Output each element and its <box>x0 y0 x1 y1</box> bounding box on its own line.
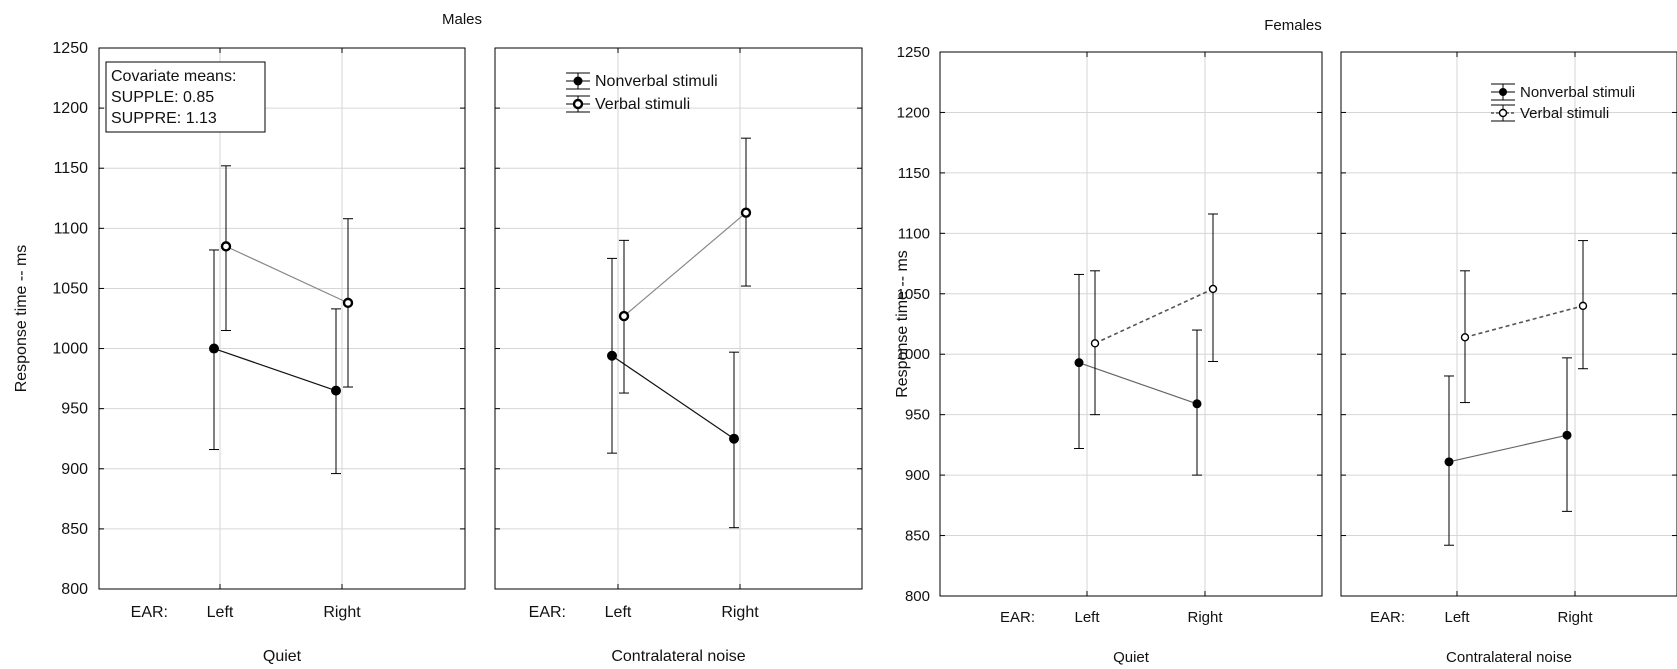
panel-2: EAR: Left Right Contralateral noise Nonverba… <box>1340 51 1677 666</box>
legend: Nonverbal stimuli Verbal stimuli <box>566 72 718 113</box>
y-tick-label: 1050 <box>897 286 930 303</box>
annotation-line: Covariate means: <box>111 68 236 85</box>
y-tick-label: 1050 <box>52 280 88 297</box>
chart-1: Males Response time -- ms 800 850 900 950 1000… <box>13 11 863 665</box>
y-tick-label: 1200 <box>52 100 88 117</box>
panel-1: EAR: Left Right Quiet <box>939 51 1323 666</box>
data-point <box>607 350 617 361</box>
y-tick-label: 1100 <box>898 225 930 242</box>
panel-label: Contralateral noise <box>611 648 745 665</box>
y-tick-label: 1150 <box>898 165 930 182</box>
x-tick-label: Left <box>1074 609 1100 626</box>
series-nonverbal <box>1074 273 1202 476</box>
panel-frame <box>98 47 466 590</box>
series-line <box>1094 288 1214 345</box>
data-point <box>220 241 232 252</box>
legend-marker <box>572 98 584 110</box>
y-axis-label: Response time -- ms <box>13 245 30 393</box>
data-point <box>1074 358 1084 368</box>
series-line <box>611 355 735 440</box>
y-tick-label: 950 <box>905 407 930 424</box>
legend-label: Verbal stimuli <box>1520 105 1609 122</box>
data-point <box>331 385 341 396</box>
series-line <box>623 212 747 317</box>
series-verbal <box>220 165 354 388</box>
data-point <box>342 297 354 309</box>
panel-label: Quiet <box>263 648 302 665</box>
data-point <box>1578 301 1588 311</box>
data-point <box>1090 339 1100 348</box>
panel-1: EAR: Left Right Quiet Covariate means: SUPPLE… <box>98 47 466 665</box>
x-axis-prefix: EAR: <box>131 604 168 621</box>
data-point <box>729 433 739 444</box>
series-verbal <box>1460 240 1588 404</box>
x-axis-prefix: EAR: <box>529 604 566 621</box>
y-tick-label: 800 <box>905 588 930 605</box>
y-tick-label: 900 <box>905 467 930 484</box>
series-line <box>1448 434 1568 463</box>
chart-2: Females Response time -- ms 800 850 900 950 10… <box>894 17 1677 666</box>
y-tick-label: 900 <box>61 461 88 478</box>
y-tick-label: 1200 <box>897 104 930 121</box>
legend-label: Nonverbal stimuli <box>595 73 718 90</box>
x-tick-label: Left <box>1444 609 1470 626</box>
panel-label: Contralateral noise <box>1446 649 1572 666</box>
x-tick-label: Right <box>1187 609 1223 626</box>
y-tick-label: 1000 <box>897 346 930 363</box>
data-point <box>1460 333 1470 342</box>
series-line <box>1464 305 1584 339</box>
data-point <box>740 207 752 218</box>
x-tick-label: Right <box>323 604 361 621</box>
data-point <box>209 343 219 354</box>
y-tick-label: 950 <box>61 401 88 418</box>
panel-frame <box>939 51 1323 597</box>
y-tick-label: 1250 <box>52 40 88 57</box>
x-axis-prefix: EAR: <box>1000 609 1035 626</box>
series-nonverbal <box>209 249 341 475</box>
series-verbal <box>1090 213 1218 416</box>
panel-label: Quiet <box>1113 649 1150 666</box>
covariate-annotation: Covariate means: SUPPLE: 0.85 SUPPRE: 1.13 <box>105 61 266 133</box>
data-point <box>1562 430 1572 440</box>
annotation-line: SUPPRE: 1.13 <box>111 110 217 127</box>
x-tick-label: Left <box>207 604 234 621</box>
x-tick-label: Right <box>721 604 759 621</box>
y-tick-label: 1100 <box>54 220 89 237</box>
panel-frame <box>494 47 863 590</box>
y-tick-label: 1250 <box>897 44 930 61</box>
data-point <box>1444 457 1454 467</box>
series-nonverbal <box>1444 357 1572 546</box>
legend: Nonverbal stimuli Verbal stimuli <box>1491 83 1635 122</box>
panel-2: EAR: Left Right Contralateral noise Nonverba… <box>494 47 863 665</box>
series-verbal <box>618 137 752 394</box>
y-axis-label: Response time -- ms <box>894 250 911 398</box>
y-tick-label: 1150 <box>54 160 89 177</box>
series-nonverbal <box>607 257 739 529</box>
chart-title: Females <box>1264 17 1322 34</box>
legend-label: Nonverbal stimuli <box>1520 84 1635 101</box>
data-point <box>1192 399 1202 409</box>
annotation-box <box>105 61 266 133</box>
legend-label: Verbal stimuli <box>595 96 690 113</box>
series-line <box>225 245 349 304</box>
panel-frame <box>1340 51 1677 597</box>
x-tick-label: Left <box>605 604 632 621</box>
legend-marker <box>573 76 583 86</box>
x-tick-label: Right <box>1557 609 1593 626</box>
annotation-line: SUPPLE: 0.85 <box>111 89 214 106</box>
y-tick-label: 1000 <box>52 341 88 358</box>
legend-marker <box>1498 108 1508 118</box>
data-point <box>618 310 630 322</box>
series-line <box>213 347 337 392</box>
x-axis-prefix: EAR: <box>1370 609 1405 626</box>
y-tick-label: 850 <box>61 521 88 538</box>
series-line <box>1078 362 1198 405</box>
data-point <box>1208 284 1218 294</box>
y-tick-label: 850 <box>905 528 930 545</box>
legend-marker <box>1499 88 1507 96</box>
chart-title: Males <box>442 11 482 28</box>
y-tick-label: 800 <box>61 581 88 598</box>
